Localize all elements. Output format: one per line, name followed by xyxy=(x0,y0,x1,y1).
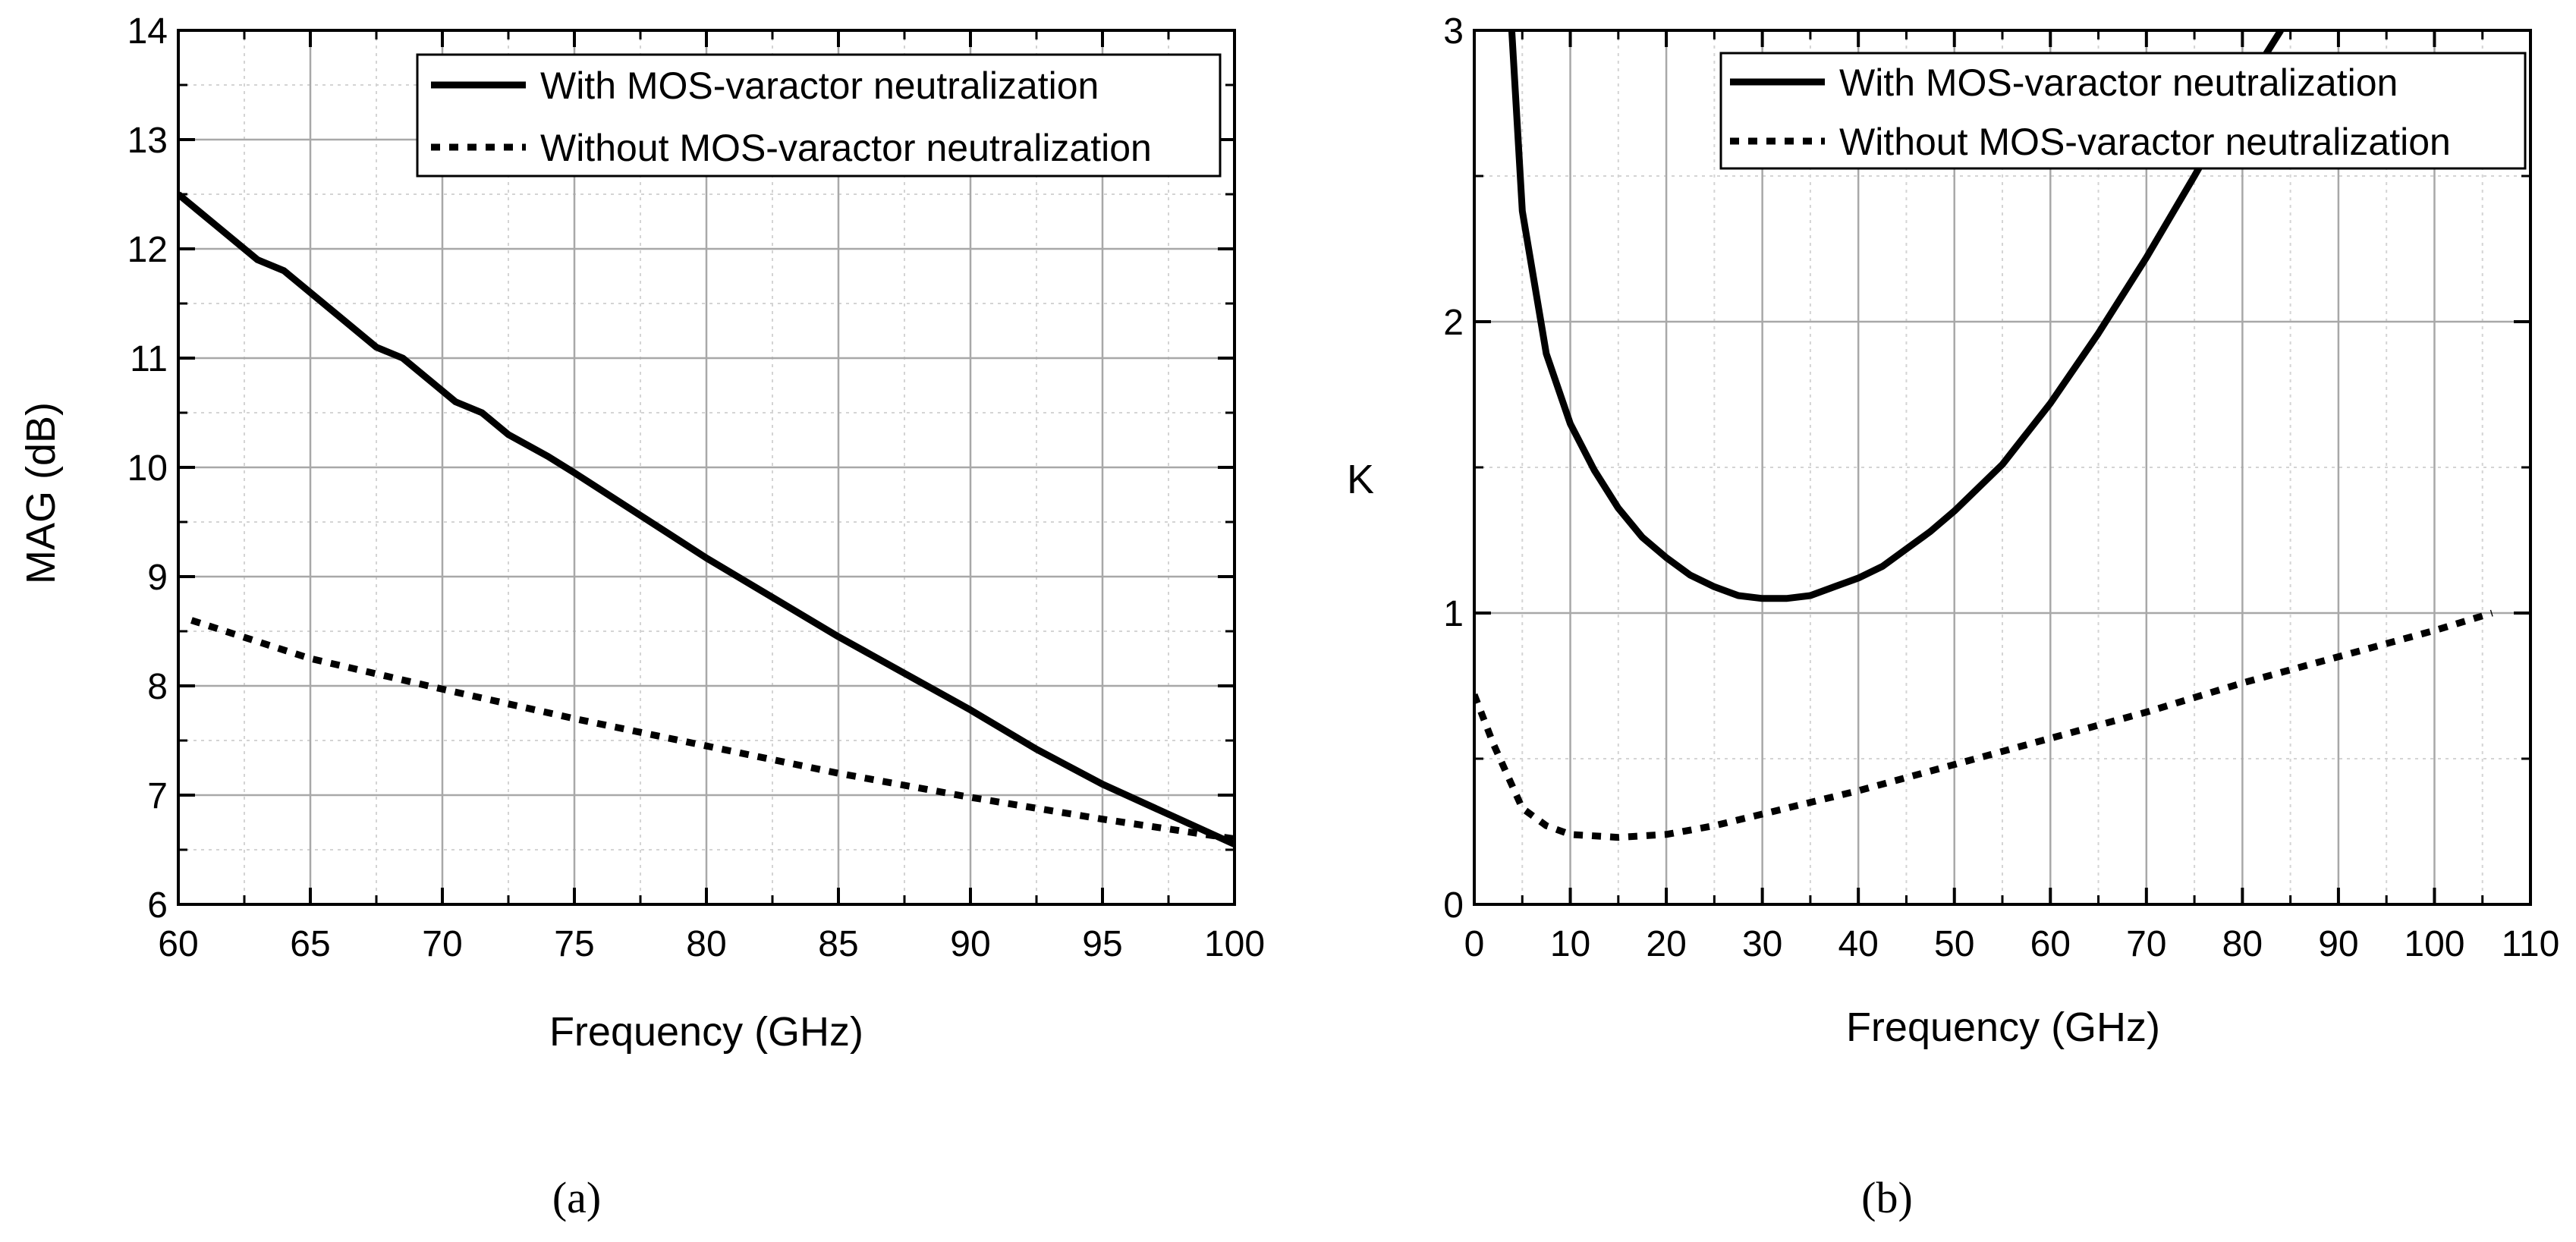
tick-labels: 60 65 70 75 80 85 90 95 100 6 7 8 9 10 11 12 13 14 xyxy=(127,11,1265,964)
y-axis-label: MAG (dB) xyxy=(18,402,64,584)
x-tick-label: 90 xyxy=(950,924,990,964)
x-tick-label: 100 xyxy=(1204,924,1265,964)
legend-box xyxy=(1719,52,2527,170)
series-group xyxy=(1474,30,2493,841)
tick-labels: 0 10 20 30 40 50 60 70 80 90 100 110 0 1 2 3 xyxy=(1443,11,2559,964)
series-line-without-neutralization xyxy=(1474,609,2493,841)
legend-label-with: With MOS-varactor neutralization xyxy=(540,64,1099,107)
x-tick-label: 100 xyxy=(2404,924,2464,964)
y-tick-label: 6 xyxy=(147,885,168,926)
series-line-with-neutralization xyxy=(1508,30,2284,602)
legend-label-without: Without MOS-varactor neutralization xyxy=(1839,121,2451,163)
x-tick-label: 50 xyxy=(1934,924,1974,964)
x-tick-label: 85 xyxy=(818,924,858,964)
plot-frame xyxy=(177,29,1236,906)
x-tick-label: 20 xyxy=(1646,924,1686,964)
x-tick-label: 10 xyxy=(1550,924,1590,964)
x-tick-label: 0 xyxy=(1464,924,1485,964)
y-tick-label: 1 xyxy=(1443,594,1464,634)
legend: With MOS-varactor neutralization Without… xyxy=(1719,52,2527,170)
y-tick-label: 9 xyxy=(147,558,168,598)
x-tick-label: 40 xyxy=(1838,924,1878,964)
legend: With MOS-varactor neutralization Without… xyxy=(416,53,1222,178)
x-tick-label: 65 xyxy=(290,924,330,964)
series-line-with-neutralization xyxy=(178,191,1235,847)
x-tick-label: 80 xyxy=(686,924,726,964)
legend-label-without: Without MOS-varactor neutralization xyxy=(540,127,1152,169)
panel-caption-a: (a) xyxy=(552,1173,601,1222)
series-group xyxy=(178,191,1235,847)
y-tick-label: 10 xyxy=(127,448,168,489)
x-axis-label: Frequency (GHz) xyxy=(549,1009,863,1055)
x-tick-label: 95 xyxy=(1082,924,1122,964)
series-line-without-neutralization xyxy=(190,617,1235,843)
y-axis-label: K xyxy=(1347,457,1374,502)
legend-box xyxy=(416,53,1222,178)
plot-frame xyxy=(1473,29,2532,906)
y-tick-label: 7 xyxy=(147,776,168,816)
y-tick-label: 11 xyxy=(130,339,168,379)
y-tick-label: 2 xyxy=(1443,303,1464,343)
panel-a-chart: 60 65 70 75 80 85 90 95 100 6 7 8 9 10 11 12 13 14 Freque… xyxy=(18,11,1265,1222)
y-tick-label: 14 xyxy=(127,11,168,52)
y-tick-label: 3 xyxy=(1443,11,1464,52)
x-tick-label: 80 xyxy=(2222,924,2263,964)
x-tick-label: 70 xyxy=(2126,924,2166,964)
legend-label-with: With MOS-varactor neutralization xyxy=(1839,61,2398,104)
x-tick-label: 110 xyxy=(2502,924,2560,964)
panel-b-chart: 0 10 20 30 40 50 60 70 80 90 100 110 0 1 2 3 Frequency … xyxy=(1347,11,2559,1222)
x-tick-label: 60 xyxy=(158,924,198,964)
x-tick-label: 75 xyxy=(554,924,594,964)
x-tick-label: 30 xyxy=(1742,924,1782,964)
y-tick-label: 8 xyxy=(147,667,168,707)
panel-caption-b: (b) xyxy=(1861,1173,1913,1222)
x-tick-label: 70 xyxy=(422,924,462,964)
x-tick-label: 90 xyxy=(2318,924,2358,964)
x-tick-label: 60 xyxy=(2030,924,2071,964)
y-tick-label: 12 xyxy=(127,230,168,270)
x-axis-label: Frequency (GHz) xyxy=(1846,1005,2160,1050)
y-tick-label: 0 xyxy=(1443,885,1464,926)
y-tick-label: 13 xyxy=(127,121,168,161)
